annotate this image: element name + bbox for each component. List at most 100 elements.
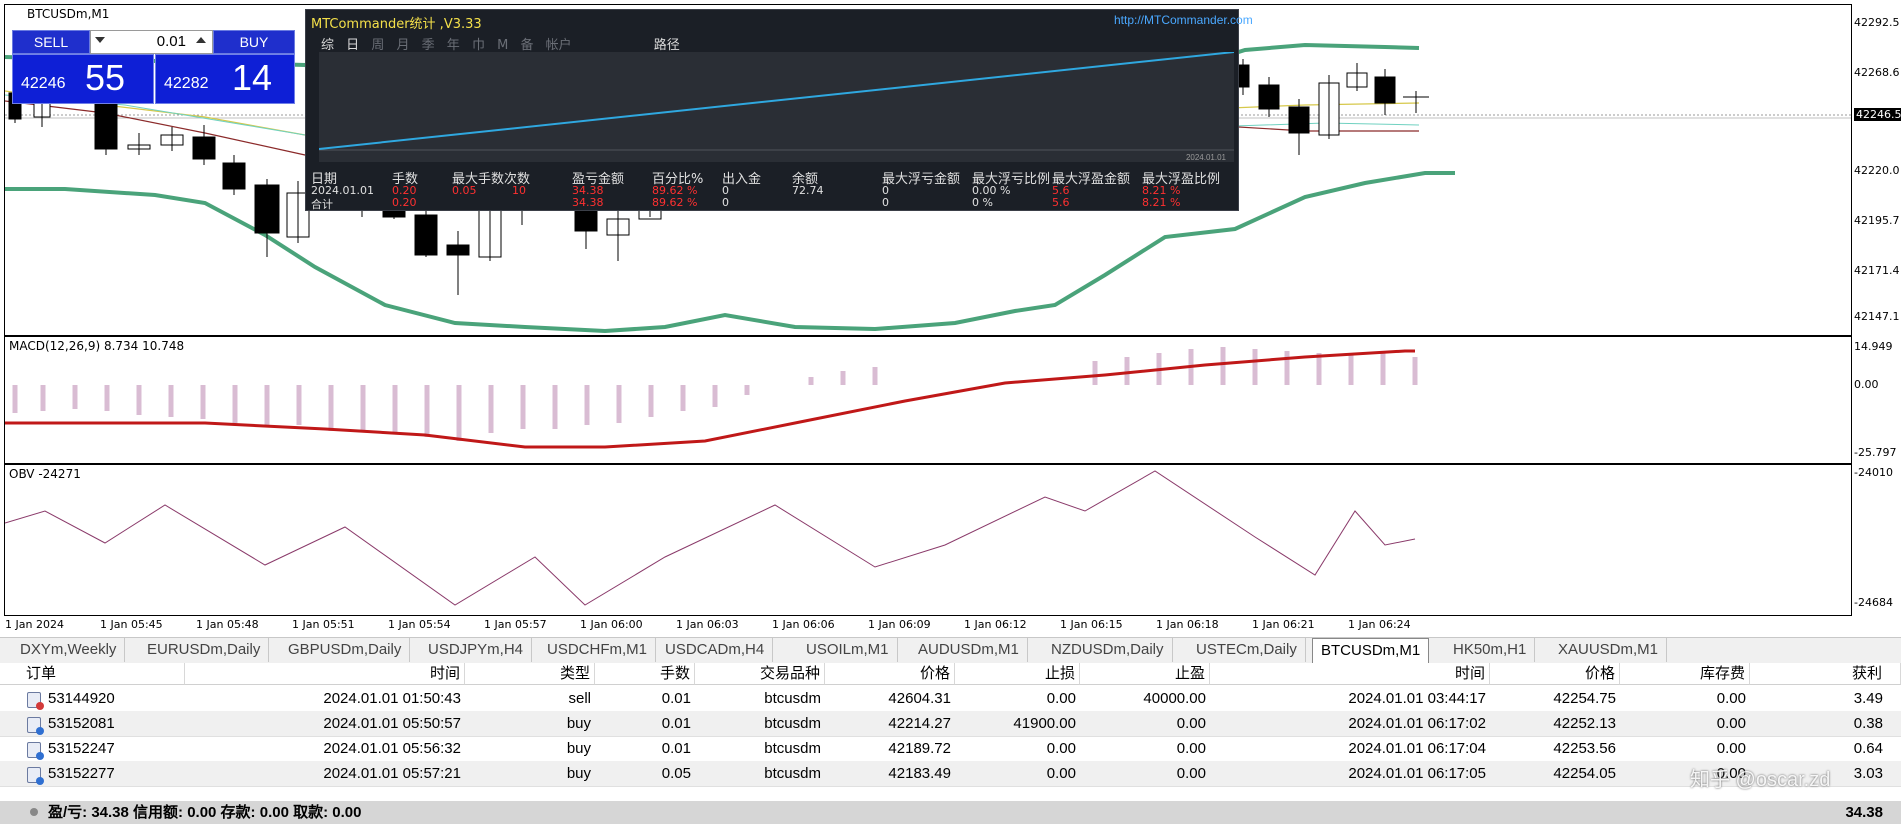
take-profit: 0.00: [1176, 715, 1206, 732]
macd-pane[interactable]: MACD(12,26,9) 8.734 10.748: [4, 336, 1852, 464]
col-header-open-time[interactable]: 时间: [185, 663, 465, 685]
price-pane[interactable]: BTCUSDm,M1: [4, 4, 1852, 336]
table-row[interactable]: 53152081 2024.01.01 05:50:57 buy 0.01 bt…: [0, 711, 1901, 737]
summary-icon: [30, 808, 38, 816]
stats-cell: 34.38: [572, 196, 604, 209]
symbol-tab[interactable]: USTECm,Daily: [1188, 638, 1306, 662]
symbol-tab[interactable]: USOILm,M1: [798, 638, 898, 662]
symbol-tab[interactable]: HK50m,H1: [1445, 638, 1536, 662]
col-header-close-time[interactable]: 时间: [1210, 663, 1490, 685]
summary-text: 盈/亏: 34.38 信用额: 0.00 存款: 0.00 取款: 0.00: [48, 804, 362, 821]
col-header-close-price[interactable]: 价格: [1490, 663, 1620, 685]
symbol: btcusdm: [764, 740, 821, 757]
table-row[interactable]: 53144920 2024.01.01 01:50:43 sell 0.01 b…: [0, 686, 1901, 712]
stats-tab[interactable]: M: [497, 38, 509, 53]
profit: 3.03: [1853, 765, 1883, 782]
bid-price-display[interactable]: 42246 55: [12, 54, 154, 104]
sell-button[interactable]: SELL: [12, 30, 90, 54]
symbol-tab[interactable]: XAUUSDm,M1: [1550, 638, 1668, 662]
lots: 0.01: [661, 690, 691, 707]
symbol: btcusdm: [764, 715, 821, 732]
equity-curve-date: 2024.01.01: [1185, 153, 1226, 162]
buy-button[interactable]: BUY: [213, 30, 295, 54]
stats-cell: 89.62 %: [652, 184, 698, 197]
col-header-order[interactable]: 订单: [0, 663, 185, 685]
obv-label: OBV -24271: [9, 467, 81, 481]
stats-cell: 8.21 %: [1142, 184, 1181, 197]
price-tick: 42147.1: [1854, 310, 1900, 323]
symbol-tab[interactable]: USDCHFm,M1: [539, 638, 656, 662]
triangle-up-icon[interactable]: [196, 37, 206, 43]
symbol-tab-active[interactable]: BTCUSDm,M1: [1312, 638, 1430, 663]
stats-tab[interactable]: 综: [321, 38, 335, 53]
stats-header-max-float-profit-pct: 最大浮盈比例: [1142, 172, 1221, 187]
stats-cell: 0: [882, 196, 889, 209]
lot-size-input[interactable]: 0.01: [90, 30, 213, 54]
stats-tab[interactable]: 年: [446, 38, 460, 53]
profit: 0.64: [1853, 740, 1883, 757]
col-header-lots[interactable]: 手数: [595, 663, 695, 685]
symbol-tab[interactable]: EURUSDm,Daily: [139, 638, 270, 662]
stop-loss: 41900.00: [1013, 715, 1076, 732]
symbol-tab[interactable]: NZDUSDm,Daily: [1043, 638, 1173, 662]
stats-tab[interactable]: 备: [520, 38, 534, 53]
triangle-down-icon[interactable]: [95, 37, 105, 43]
symbol-tab[interactable]: USDJPYm,H4: [420, 638, 533, 662]
stats-tab[interactable]: 日: [346, 38, 360, 53]
symbol: btcusdm: [764, 690, 821, 707]
stop-loss: 0.00: [1046, 765, 1076, 782]
table-row[interactable]: 53152277 2024.01.01 05:57:21 buy 0.05 bt…: [0, 761, 1901, 787]
ask-price-base: 42282: [164, 75, 209, 92]
symbol-tab[interactable]: DXYm,Weekly: [12, 638, 126, 662]
close-price: 42254.75: [1553, 690, 1616, 707]
stats-cell: 2024.01.01: [311, 184, 374, 197]
obv-axis: -24010 -24684: [1851, 464, 1901, 614]
macd-svg: [5, 347, 1418, 449]
stats-cell: 10: [512, 184, 526, 197]
obv-pane[interactable]: OBV -24271: [4, 464, 1852, 616]
ask-price-display[interactable]: 42282 14: [155, 54, 295, 104]
stats-cell: 0.20: [392, 196, 417, 209]
mtcommander-stats-panel: MTCommander统计 ,V3.33 http://MTCommander.…: [305, 9, 1253, 211]
symbol-tab[interactable]: GBPUSDm,Daily: [280, 638, 411, 662]
equity-curve-plot: 2024.01.01: [318, 51, 1235, 162]
col-header-type[interactable]: 类型: [465, 663, 595, 685]
take-profit: 40000.00: [1143, 690, 1206, 707]
col-header-swap[interactable]: 库存费: [1620, 663, 1750, 685]
order-history-table: 订单 时间 类型 手数 交易品种 价格 止损 止盈 时间 价格 库存费 获利 5…: [0, 663, 1901, 824]
macd-axis: 14.949 0.00 -25.797: [1851, 336, 1901, 462]
col-header-price[interactable]: 价格: [825, 663, 955, 685]
chart-area[interactable]: BTCUSDm,M1: [0, 0, 1901, 637]
time-tick: 1 Jan 2024: [5, 618, 64, 631]
time-tick: 1 Jan 05:51: [292, 618, 355, 631]
open-price: 42214.27: [888, 715, 951, 732]
order-id: 53152277: [48, 765, 115, 782]
profit: 3.49: [1853, 690, 1883, 707]
stats-tab[interactable]: 帐户: [545, 38, 572, 53]
swap: 0.00: [1716, 690, 1746, 707]
close-time: 2024.01.01 06:17:05: [1348, 765, 1486, 782]
symbol-tab[interactable]: AUDUSDm,M1: [910, 638, 1028, 662]
table-row[interactable]: 53152247 2024.01.01 05:56:32 buy 0.01 bt…: [0, 736, 1901, 762]
macd-histogram: [12, 347, 1418, 441]
lot-value[interactable]: 0.01: [156, 33, 186, 50]
col-header-take-profit[interactable]: 止盈: [1080, 663, 1210, 685]
symbol-tab[interactable]: USDCADm,H4: [657, 638, 774, 662]
stats-tab[interactable]: 周: [371, 38, 385, 53]
buy-order-icon: [27, 742, 44, 760]
stats-tab[interactable]: 季: [421, 38, 435, 53]
order-id: 53144920: [48, 690, 115, 707]
stats-tabs: 综 日 周 月 季 年 巾 M 备 帐户 路径: [321, 34, 688, 53]
col-header-stop-loss[interactable]: 止损: [955, 663, 1080, 685]
close-price: 42254.05: [1553, 765, 1616, 782]
order-id: 53152081: [48, 715, 115, 732]
buy-order-icon: [27, 717, 44, 735]
col-header-profit[interactable]: 获利: [1750, 663, 1901, 685]
stats-tab[interactable]: 巾: [471, 38, 485, 53]
stats-url-link[interactable]: http://MTCommander.com: [1114, 13, 1253, 27]
order-type: buy: [566, 715, 591, 732]
col-header-symbol[interactable]: 交易品种: [695, 663, 825, 685]
stats-tab[interactable]: 月: [396, 38, 410, 53]
stats-tab-path[interactable]: 路径: [653, 38, 680, 53]
macd-tick: -25.797: [1854, 446, 1897, 459]
